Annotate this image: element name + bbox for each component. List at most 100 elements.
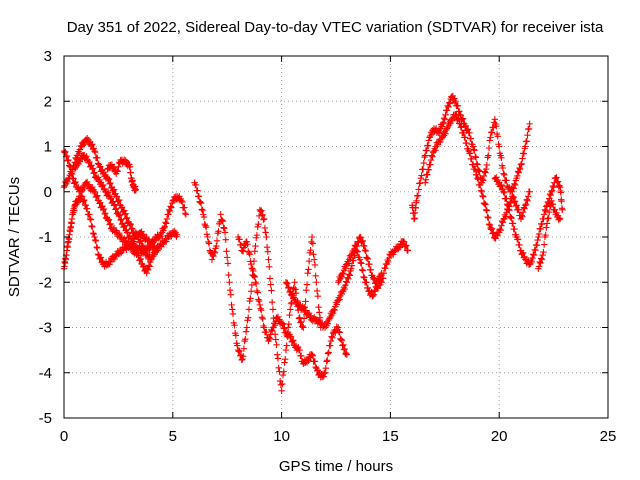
data-point-marker: [337, 336, 345, 343]
data-point-marker: [285, 320, 293, 328]
data-point-marker: [485, 214, 492, 221]
data-point-marker: [294, 297, 301, 305]
data-point-marker: [507, 214, 515, 221]
data-point-marker: [94, 251, 102, 258]
data-point-marker: [279, 371, 287, 379]
data-point-marker: [467, 135, 475, 142]
data-point-marker: [254, 289, 261, 296]
data-point-marker: [378, 270, 385, 277]
data-point-marker: [501, 171, 508, 178]
data-point-marker: [503, 177, 510, 184]
data-point-marker: [540, 211, 548, 218]
data-point-marker: [538, 220, 546, 228]
data-point-marker: [324, 350, 332, 357]
data-point-marker: [537, 259, 544, 267]
data-point-marker: [480, 177, 487, 184]
data-point-marker: [106, 260, 113, 268]
y-tick-label: 2: [44, 93, 52, 110]
data-point-marker: [543, 220, 551, 227]
data-point-marker: [519, 213, 526, 220]
data-point-marker: [213, 237, 221, 244]
data-point-marker: [456, 120, 464, 128]
data-point-marker: [197, 199, 205, 207]
data-point-marker: [136, 257, 143, 264]
data-point-marker: [252, 279, 259, 286]
data-point-marker: [343, 279, 351, 286]
data-point-marker: [261, 224, 269, 232]
data-point-marker: [269, 306, 277, 313]
data-point-marker: [280, 368, 287, 375]
data-point-marker: [303, 281, 311, 288]
data-point-marker: [200, 213, 208, 221]
data-point-marker: [512, 202, 520, 210]
data-point-marker: [303, 286, 310, 294]
data-point-marker: [266, 334, 273, 341]
data-point-marker: [557, 189, 565, 196]
data-point-marker: [210, 253, 217, 260]
data-point-marker: [518, 160, 525, 168]
data-point-marker: [115, 163, 122, 171]
data-point-marker: [372, 283, 380, 290]
data-point-marker: [500, 170, 507, 177]
data-point-marker: [343, 351, 351, 358]
data-point-marker: [452, 98, 459, 105]
data-point-marker: [385, 258, 392, 266]
data-point-marker: [440, 115, 448, 122]
data-point-marker: [110, 164, 117, 171]
data-point-marker: [64, 157, 71, 165]
data-point-marker: [555, 216, 562, 223]
chart-title: Day 351 of 2022, Sidereal Day-to-day VTE…: [67, 19, 604, 36]
data-point-marker: [89, 165, 97, 172]
data-point-marker: [115, 197, 122, 204]
data-point-marker: [475, 167, 483, 174]
data-point-marker: [242, 335, 249, 343]
data-point-marker: [126, 233, 133, 241]
data-point-marker: [313, 279, 320, 286]
data-point-marker: [503, 200, 511, 208]
data-point-marker: [337, 335, 344, 343]
data-point-marker: [426, 134, 433, 141]
data-point-marker: [256, 206, 264, 214]
data-point-marker: [198, 206, 206, 213]
data-point-marker: [146, 263, 153, 270]
data-point-marker: [525, 125, 533, 132]
data-point-marker: [105, 175, 113, 183]
data-point-marker: [264, 248, 272, 255]
data-point-marker: [252, 242, 259, 250]
data-point-marker: [152, 245, 160, 253]
data-point-marker: [91, 148, 99, 156]
data-point-marker: [490, 124, 497, 131]
data-point-marker: [341, 345, 348, 353]
data-point-marker: [369, 292, 377, 300]
data-point-marker: [258, 314, 266, 321]
data-point-marker: [239, 355, 246, 363]
data-point-marker: [519, 155, 526, 162]
data-point-marker: [127, 169, 134, 176]
data-point-marker: [339, 270, 346, 277]
data-point-marker: [510, 193, 517, 201]
data-point-marker: [377, 275, 384, 282]
data-point-marker: [113, 167, 121, 174]
data-point-marker: [240, 345, 248, 352]
data-point-marker: [474, 174, 481, 182]
data-point-marker: [260, 215, 268, 223]
data-point-marker: [296, 346, 303, 354]
data-point-marker: [483, 161, 491, 169]
data-point-marker: [538, 255, 545, 262]
data-point-marker: [255, 296, 262, 303]
data-point-marker: [325, 349, 332, 356]
data-point-marker: [263, 243, 271, 251]
data-point-marker: [519, 250, 526, 257]
data-point-marker: [115, 196, 123, 204]
data-point-marker: [160, 224, 168, 232]
data-point-marker: [299, 303, 306, 310]
data-point-marker: [472, 153, 479, 160]
data-point-marker: [282, 355, 289, 363]
data-point-marker: [516, 241, 523, 249]
data-point-marker: [91, 233, 98, 241]
data-point-marker: [97, 199, 104, 206]
data-point-marker: [326, 315, 333, 322]
data-point-marker: [478, 188, 485, 195]
data-point-marker: [111, 201, 118, 208]
data-point-marker: [321, 370, 328, 377]
